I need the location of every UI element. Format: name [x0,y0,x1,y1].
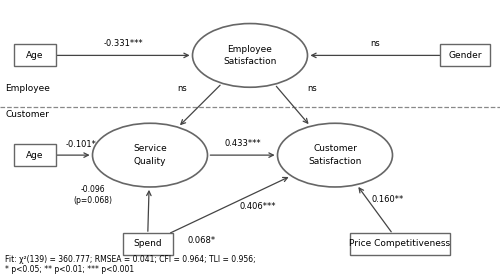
FancyBboxPatch shape [122,233,172,255]
Text: ns: ns [370,40,380,48]
Text: 0.068*: 0.068* [188,236,216,245]
Text: -0.096
(p=0.068): -0.096 (p=0.068) [73,185,112,205]
Text: ns: ns [308,84,318,93]
Text: Gender: Gender [448,51,482,60]
Text: Employee: Employee [5,84,50,93]
Text: 0.406***: 0.406*** [240,202,276,211]
Text: -0.331***: -0.331*** [104,40,143,48]
Text: Age: Age [26,51,44,60]
Text: Age: Age [26,151,44,160]
FancyBboxPatch shape [440,44,490,66]
FancyBboxPatch shape [350,233,450,255]
Text: Customer
Satisfaction: Customer Satisfaction [308,144,362,166]
Text: -0.101*: -0.101* [66,140,97,149]
Text: Spend: Spend [133,239,162,248]
Text: Service
Quality: Service Quality [133,144,167,166]
Ellipse shape [192,24,308,87]
Ellipse shape [92,123,208,187]
FancyBboxPatch shape [14,44,56,66]
Text: Price Competitiveness: Price Competitiveness [350,239,450,248]
Ellipse shape [278,123,392,187]
Text: ns: ns [178,84,188,93]
FancyBboxPatch shape [14,144,56,166]
Text: 0.160**: 0.160** [372,195,404,204]
Text: Fit: χ²(139) = 360.777; RMSEA = 0.041; CFI = 0.964; TLI = 0.956;
* p<0.05; ** p<: Fit: χ²(139) = 360.777; RMSEA = 0.041; C… [5,255,256,274]
Text: 0.433***: 0.433*** [224,139,261,148]
Text: Customer: Customer [5,111,49,119]
Text: Employee
Satisfaction: Employee Satisfaction [224,45,276,66]
